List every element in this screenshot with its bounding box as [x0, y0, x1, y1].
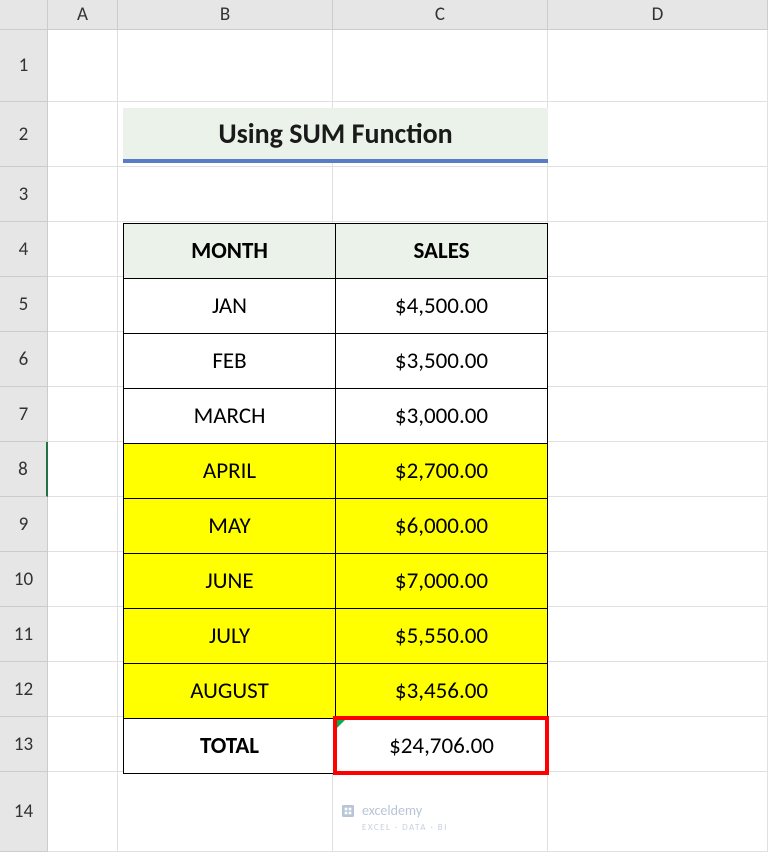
cell[interactable] — [118, 772, 333, 852]
row-header-6[interactable]: 6 — [0, 332, 48, 387]
cell[interactable] — [548, 442, 768, 497]
header-sales[interactable]: SALES — [336, 224, 548, 279]
col-header-a[interactable]: A — [48, 0, 118, 30]
col-header-d[interactable]: D — [548, 0, 768, 30]
row-header-5[interactable]: 5 — [0, 277, 48, 332]
row-header-10[interactable]: 10 — [0, 552, 48, 607]
cell-month[interactable]: FEB — [124, 334, 336, 389]
cell[interactable] — [48, 167, 118, 222]
cell[interactable] — [333, 167, 548, 222]
cell-month[interactable]: JULY — [124, 609, 336, 664]
cell-month[interactable]: MARCH — [124, 389, 336, 444]
cell[interactable] — [548, 277, 768, 332]
row-header-14[interactable]: 14 — [0, 772, 48, 852]
cell[interactable] — [48, 30, 118, 102]
row-header-12[interactable]: 12 — [0, 662, 48, 717]
cell[interactable] — [118, 30, 333, 102]
cell[interactable] — [548, 772, 768, 852]
data-table: MONTH SALES JAN$4,500.00FEB$3,500.00MARC… — [123, 223, 548, 774]
cell-sales[interactable]: $2,700.00 — [336, 444, 548, 499]
cell-sales[interactable]: $3,500.00 — [336, 334, 548, 389]
cell[interactable] — [48, 552, 118, 607]
cell-total-label[interactable]: TOTAL — [124, 719, 336, 774]
header-month[interactable]: MONTH — [124, 224, 336, 279]
row-header-4[interactable]: 4 — [0, 222, 48, 277]
cell[interactable] — [118, 167, 333, 222]
cell[interactable] — [548, 30, 768, 102]
row-header-7[interactable]: 7 — [0, 387, 48, 442]
cell[interactable] — [548, 607, 768, 662]
cell[interactable] — [548, 102, 768, 167]
cell-sales[interactable]: $3,456.00 — [336, 664, 548, 719]
cell-month[interactable]: JAN — [124, 279, 336, 334]
cell-month[interactable]: AUGUST — [124, 664, 336, 719]
cell-sales[interactable]: $6,000.00 — [336, 499, 548, 554]
watermark-icon — [340, 803, 356, 819]
row-header-11[interactable]: 11 — [0, 607, 48, 662]
cell-sales[interactable]: $5,550.00 — [336, 609, 548, 664]
error-indicator-icon[interactable] — [336, 719, 346, 729]
cell[interactable] — [548, 387, 768, 442]
cell-total-value[interactable]: $24,706.00 — [336, 719, 548, 774]
row-header-3[interactable]: 3 — [0, 167, 48, 222]
cell[interactable] — [48, 387, 118, 442]
cell[interactable] — [48, 497, 118, 552]
cell[interactable] — [548, 497, 768, 552]
row-header-2[interactable]: 2 — [0, 102, 48, 167]
cell-month[interactable]: JUNE — [124, 554, 336, 609]
cell[interactable] — [548, 222, 768, 277]
row-header-13[interactable]: 13 — [0, 717, 48, 772]
cell[interactable] — [333, 30, 548, 102]
cell[interactable] — [548, 717, 768, 772]
cell[interactable] — [48, 717, 118, 772]
spreadsheet-grid: A B C D — [0, 0, 768, 30]
row-header-1[interactable]: 1 — [0, 30, 48, 102]
cell[interactable] — [548, 662, 768, 717]
cell[interactable] — [48, 222, 118, 277]
watermark: exceldemy — [340, 802, 422, 819]
cell-month[interactable]: MAY — [124, 499, 336, 554]
row-header-9[interactable]: 9 — [0, 497, 48, 552]
cell[interactable] — [48, 662, 118, 717]
col-header-b[interactable]: B — [118, 0, 333, 30]
cell[interactable] — [48, 332, 118, 387]
sheet-title: Using SUM Function — [123, 108, 548, 163]
cell[interactable] — [48, 102, 118, 167]
cell-month[interactable]: APRIL — [124, 444, 336, 499]
cell-sales[interactable]: $3,000.00 — [336, 389, 548, 444]
watermark-brand: exceldemy — [362, 802, 422, 819]
cell[interactable] — [548, 552, 768, 607]
cell-sales[interactable]: $7,000.00 — [336, 554, 548, 609]
col-header-c[interactable]: C — [333, 0, 548, 30]
cell-sales[interactable]: $4,500.00 — [336, 279, 548, 334]
cell[interactable] — [48, 442, 118, 497]
cell[interactable] — [48, 607, 118, 662]
row-header-8[interactable]: 8 — [0, 442, 48, 497]
cell[interactable] — [48, 277, 118, 332]
cell[interactable] — [548, 332, 768, 387]
watermark-tagline: EXCEL · DATA · BI — [362, 822, 448, 833]
select-all-corner[interactable] — [0, 0, 48, 30]
cell[interactable] — [48, 772, 118, 852]
cell[interactable] — [548, 167, 768, 222]
